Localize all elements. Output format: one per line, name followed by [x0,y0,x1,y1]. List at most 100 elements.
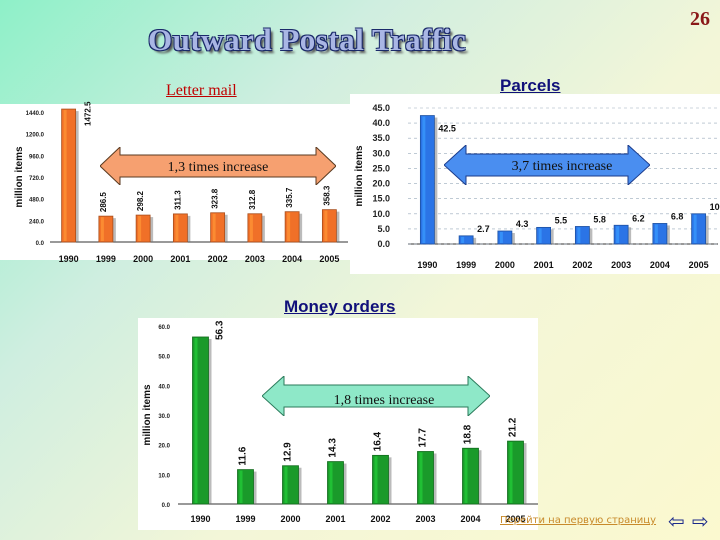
letter-increase-arrow: 1,3 times increase [100,147,336,185]
bar-highlight [324,210,328,241]
bar-highlight [329,462,333,503]
x-tick-label: 2001 [325,514,345,524]
y-tick-label: 40.0 [372,118,390,128]
bar-highlight [654,224,658,243]
slide-title: Outward Postal Traffic [148,22,467,57]
x-tick-label: 1999 [235,514,255,524]
bar-highlight [63,110,67,241]
x-tick-label: 1990 [59,254,79,264]
y-tick-label: 480.0 [29,198,45,204]
x-tick-label: 2002 [370,514,390,524]
data-label: 312.8 [248,189,257,210]
data-label: 323.8 [211,188,220,209]
bar-highlight [577,227,581,243]
data-label: 5.8 [593,214,606,224]
data-label: 2.7 [477,224,490,234]
letter-increase-label: 1,3 times increase [168,160,269,175]
x-tick-label: 1999 [96,254,116,264]
money-orders-title: Money orders [284,297,396,316]
x-tick-label: 2005 [319,254,339,264]
letter-mail-title: Letter mail [166,82,237,99]
bar-highlight [616,226,620,243]
x-tick-label: 2003 [245,254,265,264]
x-tick-label: 1990 [190,514,210,524]
y-tick-label: 30.0 [158,414,170,420]
x-tick-label: 2001 [170,254,190,264]
y-tick-label: 45.0 [372,103,390,113]
bar-highlight [509,442,513,503]
y-tick-label: 10.0 [372,209,390,219]
y-tick-label: 20.0 [158,444,170,450]
y-tick-label: 0.0 [162,503,171,509]
parcels-title: Parcels [500,76,561,95]
data-label: 1472.5 [84,101,93,126]
x-tick-label: 1990 [417,260,437,270]
bar-highlight [464,449,468,503]
arrow-left-icon[interactable]: ⇦ [668,509,685,533]
data-label: 14.3 [328,438,339,458]
bar-highlight [538,228,542,243]
data-label: 335.7 [285,187,294,208]
data-label: 286.5 [99,192,108,213]
y-tick-label: 40.0 [158,384,170,390]
data-label: 18.8 [463,424,474,444]
bar-highlight [239,470,243,503]
y-tick-label: 1200.0 [26,133,45,139]
x-tick-label: 2001 [534,260,554,270]
data-label: 6.8 [671,211,684,221]
data-label: 16.4 [373,431,384,451]
x-tick-label: 2000 [280,514,300,524]
x-tick-label: 2003 [415,514,435,524]
letter-mail-chart: 0.0 240.0 480.0 720.0 960.0 1200.0 1440.0 milli… [14,101,348,264]
bar-highlight [100,217,104,241]
x-tick-label: 2000 [133,254,153,264]
x-tick-label: 2005 [689,260,709,270]
y-tick-label: 720.0 [29,176,45,182]
y-tick-label: 35.0 [372,133,390,143]
bar-highlight [693,214,697,243]
money-increase-label: 1,8 times increase [334,393,435,408]
x-tick-label: 2003 [611,260,631,270]
x-tick-label: 2002 [208,254,228,264]
y-tick-label: 15.0 [372,194,390,204]
y-axis-label: million items [14,146,25,208]
parcels-increase-arrow: 3,7 times increase [444,145,650,185]
x-tick-label: 2004 [650,260,670,270]
x-tick-label: 2005 [505,514,525,524]
bar-highlight [175,214,179,241]
parcels-chart: 0.0 5.0 10.0 15.0 20.0 25.0 30.0 35.0 40.0 45.0 mi… [354,103,720,270]
y-axis-label: million items [354,145,365,207]
data-label: 42.5 [438,124,456,134]
money-orders-chart: 0.0 10.0 20.0 30.0 40.0 50.0 60.0 million items… [142,320,538,524]
y-tick-label: 20.0 [372,179,390,189]
page-number: 26 [690,8,710,30]
bar-highlight [194,337,198,503]
data-label: 12.9 [283,442,294,462]
bar-highlight [499,232,503,243]
arrow-right-icon[interactable]: ⇨ [692,509,709,533]
y-tick-label: 0.0 [377,239,390,249]
x-tick-label: 1999 [456,260,476,270]
parcels-increase-label: 3,7 times increase [512,159,613,174]
y-tick-label: 5.0 [377,224,390,234]
bar-highlight [422,116,426,243]
data-label: 6.2 [632,213,645,223]
y-tick-label: 10.0 [158,473,170,479]
y-tick-label: 0.0 [36,241,45,247]
data-label: 5.5 [555,215,568,225]
data-label: 21.2 [508,417,519,437]
y-tick-label: 25.0 [372,163,390,173]
y-tick-label: 60.0 [158,325,170,331]
bar-highlight [419,452,423,503]
first-page-link[interactable]: Перейти на первую страницу [500,515,657,526]
data-label: 11.6 [238,446,249,465]
x-tick-label: 2002 [572,260,592,270]
data-label: 358.3 [322,185,331,206]
data-label: 311.3 [173,190,182,210]
bar-highlight [374,456,378,503]
data-label: 298.2 [136,191,145,212]
y-tick-label: 30.0 [372,148,390,158]
x-tick-label: 2004 [282,254,302,264]
bar-highlight [212,213,216,241]
x-tick-label: 2000 [495,260,515,270]
